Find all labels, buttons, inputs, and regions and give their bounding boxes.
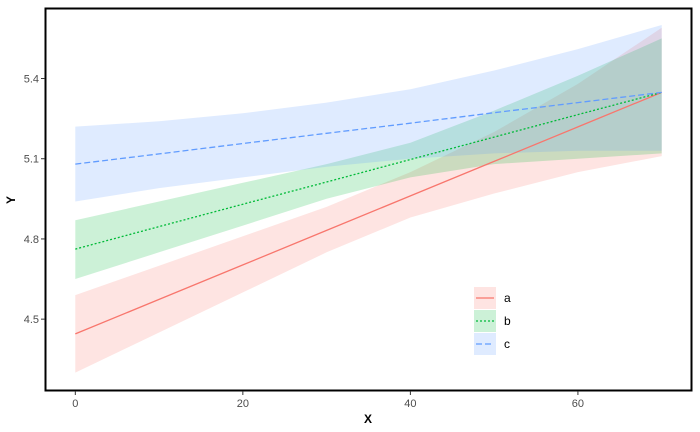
plot-panel-border <box>44 7 693 392</box>
ribbon-c <box>75 25 662 202</box>
legend: abc <box>474 287 511 355</box>
confidence-ribbons <box>75 25 662 373</box>
x-tick-label: 0 <box>72 398 78 410</box>
series-lines <box>75 91 662 335</box>
y-tick-label: 5.4 <box>24 74 39 86</box>
ribbon-a <box>75 27 662 373</box>
line-a <box>75 91 662 335</box>
x-tick-label: 60 <box>572 398 584 410</box>
x-tick-label: 40 <box>404 398 416 410</box>
x-axis-ticks: 0 20 40 60 <box>72 391 584 410</box>
ribbon-b <box>75 38 662 280</box>
legend-label-c: c <box>504 337 510 351</box>
y-axis-ticks: 4.5 4.8 5.1 5.4 <box>24 74 45 326</box>
y-tick-label: 4.8 <box>24 234 39 246</box>
legend-label-a: a <box>504 291 511 305</box>
x-tick-label: 20 <box>237 398 249 410</box>
x-axis-title: X <box>364 412 372 426</box>
line-b <box>75 91 662 250</box>
y-tick-label: 4.5 <box>24 314 39 326</box>
y-axis-title: Y <box>4 196 18 204</box>
legend-label-b: b <box>504 314 511 328</box>
y-tick-label: 5.1 <box>24 154 39 166</box>
